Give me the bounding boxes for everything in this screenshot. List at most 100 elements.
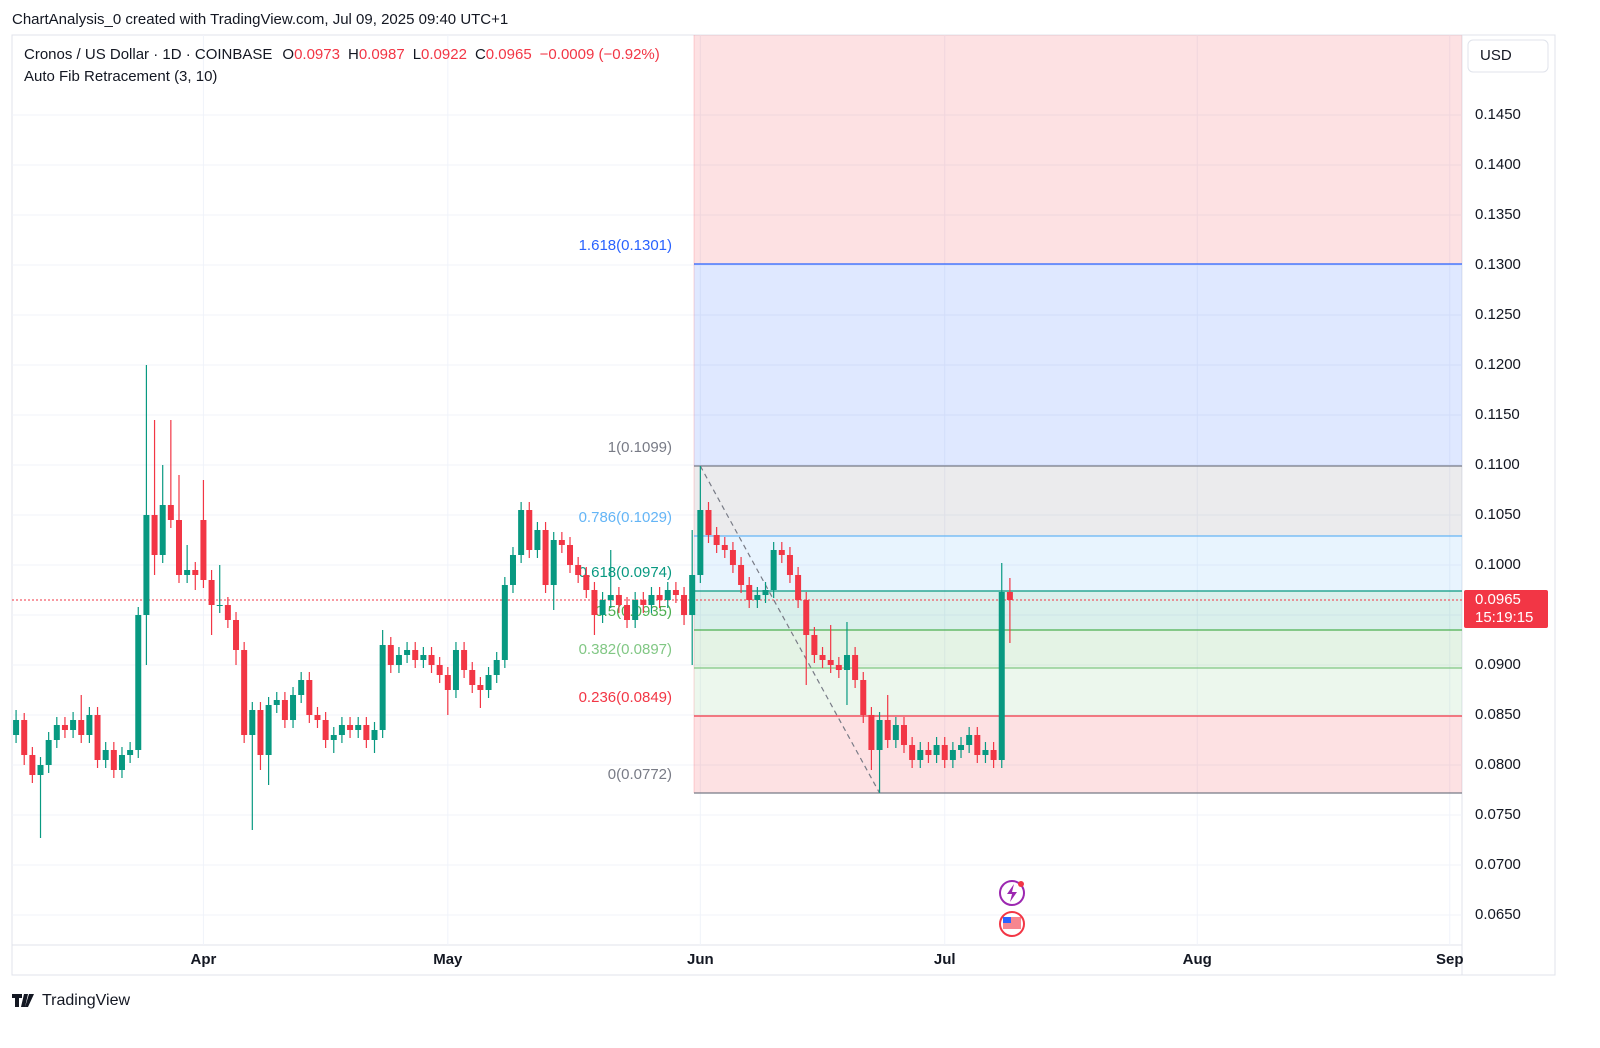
candle-body xyxy=(233,620,240,650)
candle-body xyxy=(167,505,174,520)
ohlc-letter: H xyxy=(348,46,359,63)
candle-body xyxy=(656,595,663,600)
fib-label: 0.382(0.0897) xyxy=(579,641,672,658)
candle-body xyxy=(689,575,696,615)
change: −0.0009 (−0.92%) xyxy=(540,46,660,63)
ohlc-value: 0.0973 xyxy=(294,46,340,63)
fib-label: 0(0.0772) xyxy=(608,766,672,783)
candle-body xyxy=(599,600,606,615)
candle-body xyxy=(428,655,435,665)
candle-body xyxy=(811,635,818,655)
candle-body xyxy=(94,715,101,760)
candle-body xyxy=(501,585,508,660)
y-tick-label: 0.0650 xyxy=(1475,906,1521,923)
candle-body xyxy=(379,645,386,730)
candle-body xyxy=(990,750,997,760)
fib-label: 0.236(0.0849) xyxy=(579,689,672,706)
candle-body xyxy=(338,725,345,735)
y-tick-label: 0.0900 xyxy=(1475,656,1521,673)
candle-body xyxy=(534,530,541,550)
candle-body xyxy=(925,750,932,755)
candle-body xyxy=(412,650,419,660)
candle-body xyxy=(257,710,264,755)
fib-label: 0.618(0.0974) xyxy=(579,564,672,581)
ohlc-letter: C xyxy=(475,46,486,63)
candle-body xyxy=(290,695,297,720)
candle-body xyxy=(387,645,394,665)
y-tick-label: 0.0800 xyxy=(1475,756,1521,773)
candle-body xyxy=(786,555,793,575)
candle-body xyxy=(216,605,223,606)
ohlc-value: 0.0965 xyxy=(486,46,532,63)
y-tick-label: 0.1350 xyxy=(1475,206,1521,223)
y-tick-label: 0.1000 xyxy=(1475,556,1521,573)
candle-body xyxy=(868,715,875,750)
plot: 0(0.0772)0.236(0.0849)0.382(0.0897)0.5(0… xyxy=(12,35,1462,945)
candle-body xyxy=(640,600,647,605)
candle-body xyxy=(672,590,679,595)
candle-body xyxy=(135,615,142,750)
currency[interactable]: USD xyxy=(1480,47,1512,64)
event-icon-bolt xyxy=(1007,884,1017,902)
event-dot xyxy=(1018,881,1024,887)
x-tick-label: Sep xyxy=(1436,951,1464,968)
candle-body xyxy=(754,595,761,600)
y-tick-label: 0.1300 xyxy=(1475,256,1521,273)
candle-body xyxy=(827,660,834,665)
fib-zone xyxy=(694,35,1462,264)
candle-body xyxy=(395,655,402,665)
x-tick-label: Jun xyxy=(687,951,714,968)
candle-body xyxy=(941,745,948,760)
candle-body xyxy=(607,595,614,600)
y-tick-label: 0.1250 xyxy=(1475,306,1521,323)
candle-body xyxy=(61,725,68,730)
candle-body xyxy=(281,700,288,720)
candle-body xyxy=(444,675,451,690)
candle-body xyxy=(958,745,965,750)
candle-body xyxy=(184,570,191,575)
candle-body xyxy=(762,590,769,595)
fib-trend-line xyxy=(699,465,881,794)
candle-body xyxy=(966,735,973,745)
y-tick-label: 0.1450 xyxy=(1475,106,1521,123)
footer-logo[interactable]: TradingView xyxy=(42,992,130,1009)
candle-body xyxy=(175,520,182,575)
candle-body xyxy=(322,720,329,740)
candle-body xyxy=(615,595,622,605)
candle-body xyxy=(110,750,117,770)
candle-body xyxy=(404,650,411,655)
candle-body xyxy=(127,750,134,755)
x-tick-label: Jul xyxy=(934,951,956,968)
candle-body xyxy=(624,605,631,620)
y-tick-label: 0.1050 xyxy=(1475,506,1521,523)
candle-body xyxy=(860,680,867,715)
legend: Cronos / US Dollar · 1D · COINBASE O0.097… xyxy=(24,46,660,63)
candle-body xyxy=(909,745,916,760)
candle-body xyxy=(721,545,728,550)
candle-body xyxy=(53,725,60,740)
candle-body xyxy=(729,550,736,565)
candle-body xyxy=(843,655,850,670)
candle-body xyxy=(713,535,720,545)
candle-body xyxy=(567,545,574,565)
y-tick-label: 0.1150 xyxy=(1475,406,1520,423)
candle-body xyxy=(29,755,36,775)
price-tag-value: 0.0965 xyxy=(1475,591,1521,608)
candle-body xyxy=(78,720,85,735)
candle-body xyxy=(461,650,468,670)
candle-body xyxy=(355,725,362,730)
chart-frame xyxy=(11,34,1556,976)
fib-zone xyxy=(694,668,1462,716)
candle-body xyxy=(705,510,712,535)
candle-body xyxy=(746,585,753,600)
candle-body xyxy=(241,650,248,735)
candle-body xyxy=(892,725,899,740)
candle-body xyxy=(795,575,802,600)
currency-button[interactable] xyxy=(1467,39,1549,73)
candle-body xyxy=(224,605,231,620)
candle-body xyxy=(298,680,305,695)
candle-body xyxy=(273,700,280,705)
candle-body xyxy=(982,750,989,755)
candle-body xyxy=(200,520,207,580)
